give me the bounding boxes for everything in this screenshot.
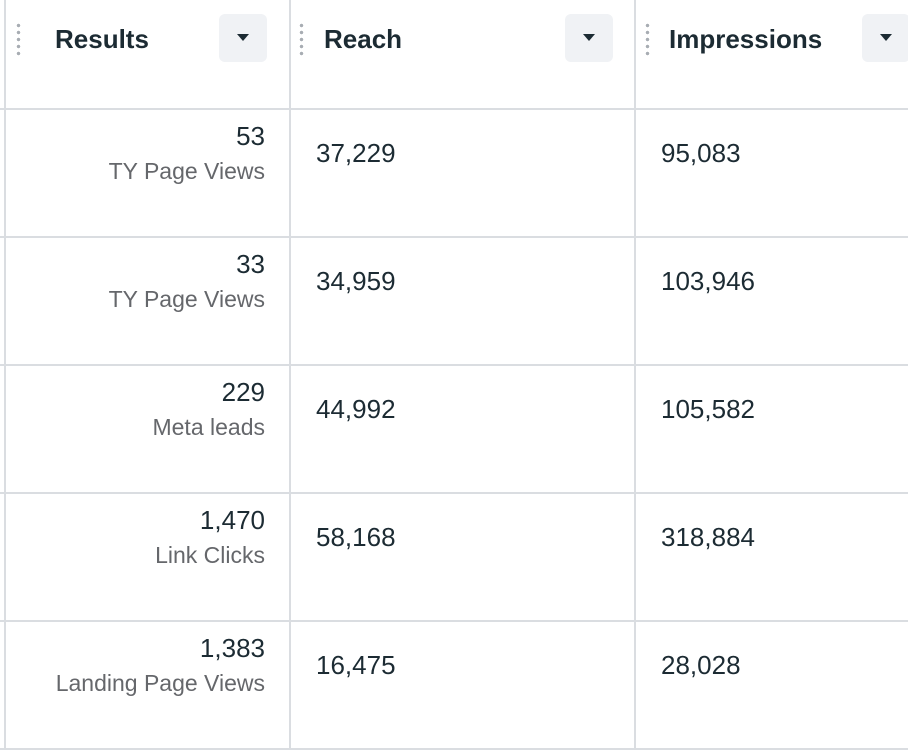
reach-value: 58,168 — [316, 522, 396, 552]
result-type-label: Landing Page Views — [55, 670, 265, 696]
results-sort-button[interactable] — [219, 14, 267, 62]
reach-sort-button[interactable] — [565, 14, 613, 62]
row-divider — [0, 108, 908, 110]
column-header-impressions[interactable]: Impressions — [636, 0, 908, 108]
column-divider[interactable] — [634, 0, 636, 750]
column-title-reach: Reach — [324, 24, 403, 54]
reach-value: 37,229 — [316, 138, 396, 168]
impressions-value: 103,946 — [661, 266, 755, 296]
results-value: 33 — [236, 249, 265, 279]
impressions-sort-button[interactable] — [862, 14, 908, 62]
result-type-label: Link Clicks — [155, 542, 265, 568]
caret-down-icon — [880, 34, 892, 41]
results-value: 1,383 — [199, 633, 265, 663]
drag-handle-icon[interactable] — [645, 22, 650, 58]
impressions-value: 105,582 — [661, 394, 755, 424]
impressions-value: 318,884 — [661, 522, 755, 552]
row-divider — [0, 236, 908, 238]
column-header-reach[interactable]: Reach — [291, 0, 634, 108]
result-type-label: TY Page Views — [108, 286, 265, 312]
drag-handle-icon[interactable] — [299, 22, 304, 58]
row-divider — [0, 492, 908, 494]
column-divider[interactable] — [289, 0, 291, 750]
reach-value: 16,475 — [316, 650, 396, 680]
row-divider — [0, 620, 908, 622]
caret-down-icon — [583, 34, 595, 41]
result-type-label: TY Page Views — [108, 158, 265, 184]
result-type-label: Meta leads — [152, 414, 265, 440]
column-divider — [4, 0, 6, 750]
impressions-value: 28,028 — [661, 650, 741, 680]
reach-value: 34,959 — [316, 266, 396, 296]
row-divider — [0, 364, 908, 366]
reach-value: 44,992 — [316, 394, 396, 424]
drag-handle-icon[interactable] — [16, 22, 21, 58]
results-value: 229 — [221, 377, 265, 407]
results-value: 53 — [236, 121, 265, 151]
caret-down-icon — [237, 34, 249, 41]
column-header-results[interactable]: Results — [6, 0, 289, 108]
column-title-impressions: Impressions — [669, 24, 823, 54]
row-divider — [0, 748, 908, 750]
column-title-results: Results — [55, 24, 149, 54]
impressions-value: 95,083 — [661, 138, 741, 168]
results-value: 1,470 — [199, 505, 265, 535]
